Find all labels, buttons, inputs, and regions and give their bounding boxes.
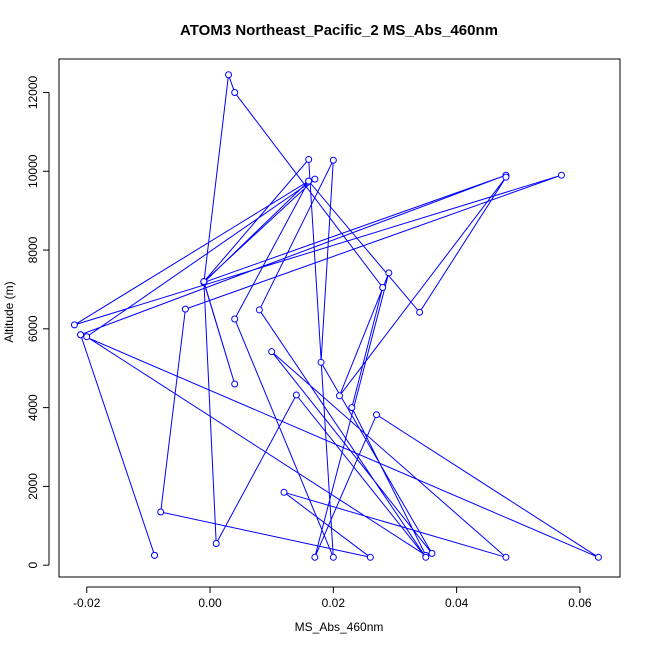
data-point (557, 171, 565, 179)
y-tick-label: 0 (26, 562, 40, 569)
data-point (268, 348, 276, 356)
y-tick-label: 8000 (26, 236, 40, 263)
data-point (422, 553, 430, 561)
data-point (231, 88, 239, 96)
data-point (231, 380, 239, 388)
data-point (372, 411, 380, 419)
x-tick-label: 0.02 (322, 596, 346, 610)
y-tick-label: 4000 (26, 394, 40, 421)
data-point (292, 391, 300, 399)
x-axis-label: MS_Abs_460nm (295, 620, 384, 634)
data-point (70, 321, 78, 329)
plot-frame (58, 58, 621, 578)
series-line (74, 74, 599, 558)
data-point (181, 305, 189, 313)
x-tick-label: 0.06 (568, 596, 592, 610)
data-point (416, 308, 424, 316)
data-point (366, 553, 374, 561)
y-tick-label: 2000 (26, 473, 40, 500)
y-axis: 0 2000 4000 6000 8000 10000 12000 (26, 75, 50, 569)
data-point (200, 278, 208, 286)
data-point (280, 488, 288, 496)
data-point (231, 315, 239, 323)
data-point (151, 551, 159, 559)
y-axis-label: Altitude (m) (2, 281, 16, 342)
data-point (311, 553, 319, 561)
data-point (225, 71, 233, 79)
data-point (336, 392, 343, 400)
y-tick-label: 10000 (26, 154, 40, 188)
data-point (502, 173, 510, 181)
data-point (428, 549, 436, 557)
series-layer (70, 71, 602, 561)
data-point (502, 553, 510, 561)
x-tick-label: 0.00 (198, 596, 222, 610)
x-tick-label: -0.02 (73, 596, 101, 610)
data-point (77, 331, 85, 339)
data-point (157, 508, 165, 516)
data-point (317, 358, 325, 366)
x-axis: -0.02 0.00 0.02 0.04 0.06 (73, 586, 592, 610)
y-tick-label: 12000 (26, 75, 40, 109)
x-tick-label: 0.04 (445, 596, 469, 610)
data-point (329, 553, 337, 561)
chart-title: ATOM3 Northeast_Pacific_2 MS_Abs_460nm (180, 22, 498, 39)
data-point (255, 306, 263, 314)
data-point (83, 333, 91, 341)
y-tick-label: 6000 (26, 315, 40, 342)
data-point (329, 156, 337, 164)
data-point (311, 175, 319, 183)
data-point (385, 269, 393, 277)
data-point (212, 540, 220, 548)
data-point (348, 404, 356, 412)
data-point (379, 283, 387, 291)
data-point (305, 177, 313, 185)
data-point (305, 155, 313, 163)
data-point (594, 553, 602, 561)
